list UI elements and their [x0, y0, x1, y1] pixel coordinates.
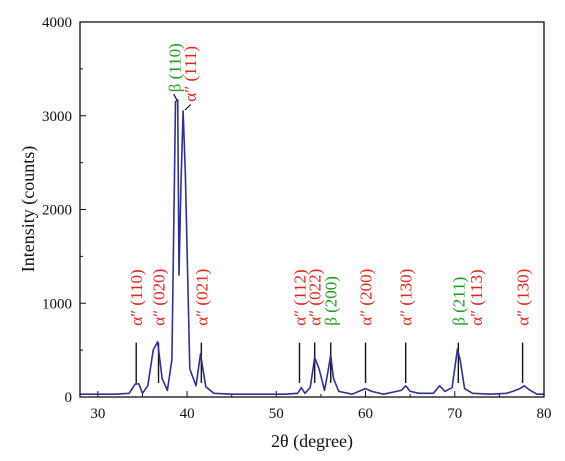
peak-label: α″ (130): [514, 269, 533, 326]
x-tick-label: 30: [90, 406, 105, 422]
tick-labels: 30 40 50 60 70 80 0 1000 2000 3000 4000: [42, 15, 552, 422]
axis-ticks: [80, 21, 545, 398]
peak-label: α″ (020): [150, 269, 169, 326]
peak-label: α″ (112): [291, 269, 310, 325]
y-tick-label: 1000: [42, 296, 72, 312]
plot-frame: [79, 21, 545, 398]
peak-label: α″ (111): [181, 46, 200, 102]
x-tick-label: 80: [537, 406, 552, 422]
y-tick-label: 4000: [42, 15, 72, 31]
y-axis-title: Intensity (counts): [18, 146, 39, 272]
x-tick-label: 50: [269, 406, 284, 422]
y-tick-label: 2000: [42, 203, 72, 219]
x-axis-title: 2θ (degree): [271, 431, 353, 452]
peak-label: α″ (110): [127, 269, 146, 325]
y-tick-label: 3000: [42, 109, 72, 125]
x-tick-label: 60: [358, 406, 373, 422]
xrd-pattern-line: [80, 99, 544, 396]
peak-label: α″ (021): [192, 269, 211, 326]
x-tick-label: 70: [447, 406, 462, 422]
peak-label: β (200): [322, 276, 341, 326]
leader-line: [184, 104, 192, 111]
x-tick-label: 40: [180, 406, 195, 422]
peak-label: α″ (113): [467, 269, 486, 325]
peak-annotations: α″ (110) α″ (020) β (110)α″ (111) α″ (021) α…: [127, 43, 533, 383]
peak-label: α″ (022): [306, 269, 325, 326]
peak-label: β (211): [449, 277, 468, 326]
y-tick-label: 0: [65, 390, 73, 406]
series-layer: [80, 99, 544, 396]
peak-label: α″ (130): [397, 269, 416, 326]
leader-line: [173, 93, 178, 101]
peak-label: α″ (200): [357, 269, 376, 326]
peak-label: β (110): [166, 43, 185, 92]
